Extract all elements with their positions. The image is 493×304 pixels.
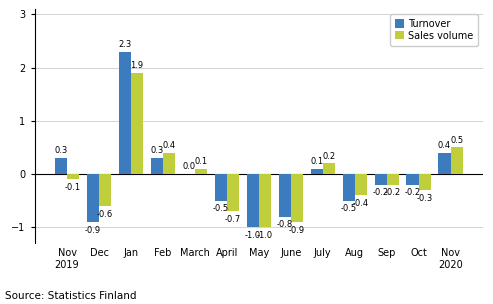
Text: 0.2: 0.2 [322, 152, 335, 161]
Text: -0.3: -0.3 [417, 194, 433, 203]
Bar [119, 52, 131, 174]
Text: -0.2: -0.2 [385, 188, 401, 197]
Bar [246, 174, 259, 227]
Bar [375, 174, 387, 185]
Text: -0.5: -0.5 [341, 204, 357, 213]
Text: 2.3: 2.3 [118, 40, 132, 49]
Text: 0.3: 0.3 [150, 147, 164, 155]
Text: -0.2: -0.2 [404, 188, 421, 197]
Text: -1.0: -1.0 [257, 231, 273, 240]
Bar [259, 174, 271, 227]
Text: -0.6: -0.6 [97, 210, 113, 219]
Bar [323, 164, 335, 174]
Bar [291, 174, 303, 222]
Bar [354, 174, 367, 195]
Text: 0.0: 0.0 [182, 162, 195, 171]
Text: -0.7: -0.7 [225, 215, 241, 224]
Text: -0.9: -0.9 [85, 226, 101, 235]
Bar [87, 174, 99, 222]
Bar [311, 169, 323, 174]
Text: 0.1: 0.1 [310, 157, 323, 166]
Bar [387, 174, 399, 185]
Text: -0.5: -0.5 [212, 204, 229, 213]
Bar [451, 147, 463, 174]
Bar [279, 174, 291, 217]
Legend: Turnover, Sales volume: Turnover, Sales volume [389, 14, 478, 46]
Bar [151, 158, 163, 174]
Text: Source: Statistics Finland: Source: Statistics Finland [5, 291, 137, 301]
Bar [163, 153, 175, 174]
Bar [99, 174, 111, 206]
Text: -0.8: -0.8 [277, 220, 293, 229]
Text: 0.1: 0.1 [194, 157, 208, 166]
Bar [67, 174, 79, 179]
Text: 0.3: 0.3 [54, 147, 68, 155]
Bar [438, 153, 451, 174]
Text: 0.4: 0.4 [163, 141, 176, 150]
Text: -0.2: -0.2 [373, 188, 388, 197]
Bar [407, 174, 419, 185]
Bar [215, 174, 227, 201]
Text: -0.9: -0.9 [289, 226, 305, 235]
Bar [227, 174, 239, 211]
Text: -1.0: -1.0 [245, 231, 261, 240]
Bar [55, 158, 67, 174]
Text: 1.9: 1.9 [131, 61, 143, 70]
Bar [343, 174, 354, 201]
Bar [131, 73, 143, 174]
Bar [195, 169, 207, 174]
Text: -0.1: -0.1 [65, 183, 81, 192]
Text: 0.5: 0.5 [450, 136, 463, 145]
Text: -0.4: -0.4 [352, 199, 369, 208]
Bar [419, 174, 431, 190]
Text: 0.4: 0.4 [438, 141, 451, 150]
